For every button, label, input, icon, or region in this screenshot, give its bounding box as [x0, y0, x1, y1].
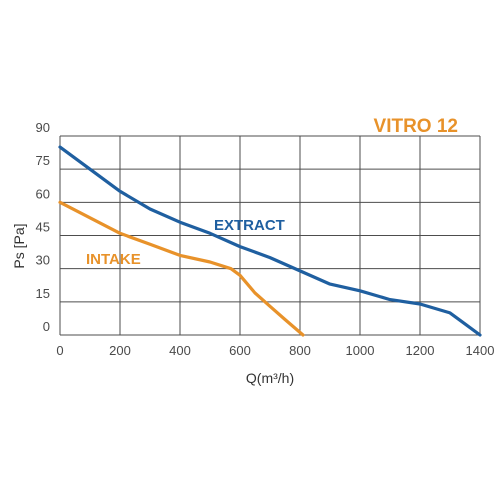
y-axis-label: Ps [Pa]: [11, 223, 27, 268]
x-tick-label: 0: [56, 343, 63, 358]
y-tick-label: 15: [36, 286, 50, 301]
chart-title: VITRO 12: [374, 116, 458, 137]
series-lines: [58, 145, 482, 337]
x-axis-label: Q(m³/h): [246, 370, 294, 386]
x-tick-label: 400: [169, 343, 191, 358]
tick-labels: 0 200 400 600 800 1000 1200 1400 0 15 30 45 60 75 90: [36, 120, 495, 358]
x-tick-label: 200: [109, 343, 131, 358]
y-tick-label: 0: [43, 319, 50, 334]
x-tick-label: 800: [289, 343, 311, 358]
series-label-extract: EXTRACT: [214, 217, 285, 234]
y-tick-label: 45: [36, 220, 50, 235]
x-tick-label: 1000: [346, 343, 375, 358]
series-line-extract: [58, 145, 482, 337]
y-tick-label: 60: [36, 186, 50, 201]
series-line-intake: [58, 200, 305, 337]
x-tick-label: 1400: [466, 343, 495, 358]
series-label-intake: INTAKE: [86, 251, 141, 268]
x-tick-label: 600: [229, 343, 251, 358]
y-tick-label: 90: [36, 120, 50, 135]
x-tick-label: 1200: [406, 343, 435, 358]
y-tick-label: 75: [36, 153, 50, 168]
y-tick-label: 30: [36, 253, 50, 268]
